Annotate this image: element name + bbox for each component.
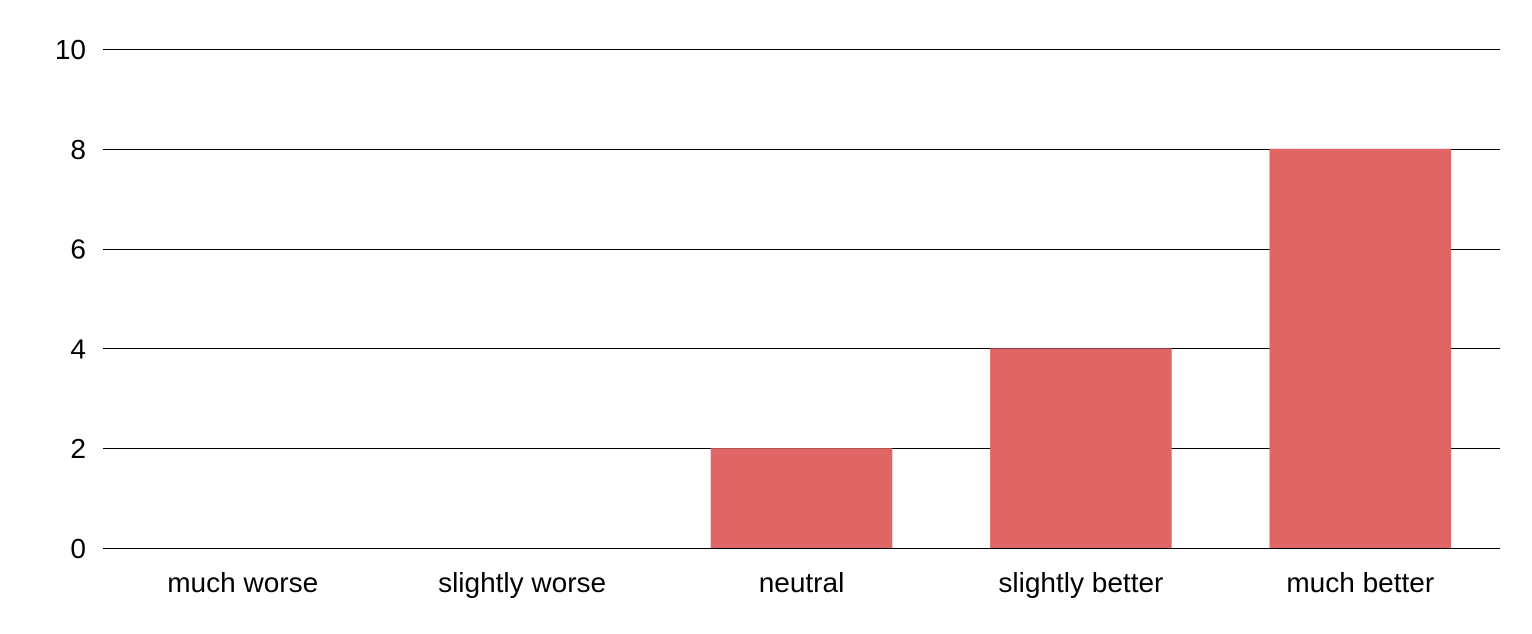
x-category-label: much worse [167, 567, 318, 598]
y-tick-label: 0 [70, 533, 86, 564]
y-tick-label: 6 [70, 234, 86, 265]
bar-neutral [710, 448, 893, 548]
x-axis-category-labels: much worse slightly worse neutral slightly … [167, 567, 1434, 598]
bar-slightly-better [990, 348, 1172, 548]
x-category-label: neutral [759, 567, 845, 598]
y-tick-label: 2 [70, 433, 86, 464]
y-tick-label: 4 [70, 333, 86, 364]
y-tick-label: 10 [55, 34, 86, 65]
x-category-label: slightly worse [438, 567, 606, 598]
y-axis-tick-labels: 0 2 4 6 8 10 [55, 34, 86, 564]
bar-much-better [1269, 148, 1452, 549]
x-category-label: slightly better [998, 567, 1163, 598]
x-category-label: much better [1286, 567, 1434, 598]
y-tick-label: 8 [70, 134, 86, 165]
bars [710, 148, 1452, 549]
gridlines [103, 49, 1500, 549]
